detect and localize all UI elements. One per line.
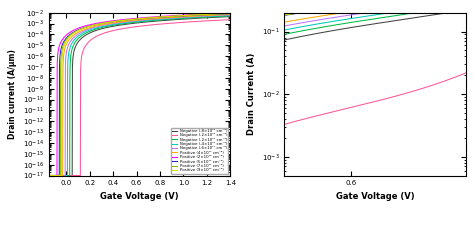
Line: Positive (2×10¹² cm⁻²): Positive (2×10¹² cm⁻²): [49, 13, 230, 175]
Negative (-8×10¹¹ cm⁻²): [46, 174, 52, 177]
Negative (-2×10¹¹ cm⁻²): [156, 19, 162, 21]
Negative (-4×10¹¹ cm⁻²): [162, 18, 167, 20]
Positive (7×10¹¹ cm⁻²): [46, 174, 52, 177]
Negative (-8×10¹¹ cm⁻²): [202, 16, 208, 19]
Negative (-2×10¹² cm⁻²): [183, 21, 189, 23]
Negative (-6×10¹¹ cm⁻²): [151, 18, 157, 20]
Positive (7×10¹¹ cm⁻²): [202, 13, 208, 16]
Negative (-6×10¹¹ cm⁻²): [228, 14, 233, 16]
Negative (-4×10¹¹ cm⁻²): [46, 174, 52, 177]
Negative (-2×10¹¹ cm⁻²): [202, 16, 208, 18]
Positive (9×10¹¹ cm⁻²): [202, 13, 208, 16]
Positive (7×10¹¹ cm⁻²): [183, 14, 189, 17]
Positive (5×10¹¹ cm⁻²): [162, 16, 167, 18]
Positive (9×10¹¹ cm⁻²): [57, 174, 63, 177]
Positive (9×10¹¹ cm⁻²): [162, 15, 167, 18]
Negative (-2×10¹² cm⁻²): [162, 22, 167, 25]
Positive (9×10¹¹ cm⁻²): [151, 16, 157, 19]
Positive (2×10¹² cm⁻²): [162, 15, 167, 18]
Negative (-4×10¹¹ cm⁻²): [156, 18, 162, 21]
Positive (5×10¹¹ cm⁻²): [202, 13, 208, 16]
Positive (2×10¹² cm⁻²): [151, 16, 157, 18]
Negative (-6×10¹¹ cm⁻²): [162, 17, 167, 20]
Negative (-6×10¹¹ cm⁻²): [46, 174, 52, 177]
Positive (2×10¹² cm⁻²): [183, 14, 189, 16]
Negative (-6×10¹¹ cm⁻²): [156, 18, 162, 20]
Positive (9×10¹¹ cm⁻²): [46, 174, 52, 177]
Positive (5×10¹¹ cm⁻²): [151, 16, 157, 19]
Line: Positive (4×10¹¹ cm⁻²): Positive (4×10¹¹ cm⁻²): [49, 14, 230, 176]
Negative (-8×10¹¹ cm⁻²): [156, 20, 162, 22]
Negative (-8×10¹¹ cm⁻²): [228, 15, 233, 18]
Negative (-6×10¹¹ cm⁻²): [183, 16, 189, 18]
X-axis label: Gate Voltage (V): Gate Voltage (V): [336, 192, 414, 201]
Negative (-8×10¹¹ cm⁻²): [162, 19, 167, 22]
Positive (9×10¹¹ cm⁻²): [183, 14, 189, 17]
Negative (-2×10¹¹ cm⁻²): [46, 174, 52, 177]
Negative (-6×10¹¹ cm⁻²): [202, 15, 208, 17]
Line: Positive (5×10¹¹ cm⁻²): Positive (5×10¹¹ cm⁻²): [49, 14, 230, 176]
Positive (7×10¹¹ cm⁻²): [156, 16, 162, 19]
Positive (2×10¹² cm⁻²): [46, 174, 52, 177]
Negative (-4×10¹¹ cm⁻²): [151, 18, 157, 21]
Positive (2×10¹² cm⁻²): [156, 15, 162, 18]
Positive (4×10¹¹ cm⁻²): [202, 14, 208, 17]
Negative (-2×10¹¹ cm⁻²): [162, 18, 167, 21]
Negative (-8×10¹¹ cm⁻²): [151, 20, 157, 22]
Negative (-2×10¹² cm⁻²): [46, 174, 52, 177]
Negative (-2×10¹² cm⁻²): [156, 23, 162, 26]
Negative (-4×10¹¹ cm⁻²): [183, 16, 189, 19]
Positive (7×10¹¹ cm⁻²): [57, 174, 63, 177]
Line: Positive (7×10¹¹ cm⁻²): Positive (7×10¹¹ cm⁻²): [49, 13, 230, 176]
Negative (-2×10¹² cm⁻²): [228, 18, 233, 21]
Positive (5×10¹¹ cm⁻²): [183, 14, 189, 17]
Line: Negative (-2×10¹² cm⁻²): Negative (-2×10¹² cm⁻²): [49, 20, 230, 176]
Positive (4×10¹¹ cm⁻²): [156, 17, 162, 20]
Positive (4×10¹¹ cm⁻²): [151, 17, 157, 20]
Positive (4×10¹¹ cm⁻²): [162, 17, 167, 19]
Positive (4×10¹¹ cm⁻²): [46, 174, 52, 177]
Positive (9×10¹¹ cm⁻²): [156, 16, 162, 18]
Positive (4×10¹¹ cm⁻²): [57, 174, 63, 177]
Positive (2×10¹² cm⁻²): [228, 11, 233, 14]
Line: Negative (-2×10¹¹ cm⁻²): Negative (-2×10¹¹ cm⁻²): [49, 16, 230, 176]
Negative (-2×10¹¹ cm⁻²): [151, 19, 157, 22]
Negative (-2×10¹² cm⁻²): [202, 20, 208, 22]
Positive (5×10¹¹ cm⁻²): [57, 55, 63, 58]
X-axis label: Gate Voltage (V): Gate Voltage (V): [100, 192, 179, 201]
Positive (7×10¹¹ cm⁻²): [151, 16, 157, 19]
Negative (-2×10¹¹ cm⁻²): [57, 174, 63, 177]
Positive (7×10¹¹ cm⁻²): [162, 16, 167, 18]
Negative (-2×10¹² cm⁻²): [151, 23, 157, 26]
Line: Positive (9×10¹¹ cm⁻²): Positive (9×10¹¹ cm⁻²): [49, 13, 230, 176]
Negative (-2×10¹² cm⁻²): [57, 174, 63, 177]
Positive (5×10¹¹ cm⁻²): [46, 174, 52, 177]
Positive (5×10¹¹ cm⁻²): [156, 16, 162, 19]
Line: Negative (-6×10¹¹ cm⁻²): Negative (-6×10¹¹ cm⁻²): [49, 15, 230, 176]
Positive (2×10¹² cm⁻²): [57, 43, 63, 46]
Negative (-4×10¹¹ cm⁻²): [228, 14, 233, 17]
Negative (-4×10¹¹ cm⁻²): [57, 174, 63, 177]
Legend: Negative (-8×10¹¹ cm⁻²), Negative (-2×10¹² cm⁻²), Negative (-2×10¹¹ cm⁻²), Negat: Negative (-8×10¹¹ cm⁻²), Negative (-2×10…: [171, 128, 228, 173]
Negative (-2×10¹¹ cm⁻²): [228, 15, 233, 17]
Positive (2×10¹² cm⁻²): [202, 13, 208, 15]
Y-axis label: Drain current (A/μm): Drain current (A/μm): [9, 49, 18, 139]
Positive (7×10¹¹ cm⁻²): [228, 12, 233, 15]
Positive (4×10¹¹ cm⁻²): [183, 15, 189, 18]
Negative (-8×10¹¹ cm⁻²): [183, 18, 189, 20]
Negative (-2×10¹¹ cm⁻²): [183, 17, 189, 20]
Positive (9×10¹¹ cm⁻²): [228, 12, 233, 15]
Negative (-4×10¹¹ cm⁻²): [202, 15, 208, 18]
Positive (4×10¹¹ cm⁻²): [228, 13, 233, 16]
Y-axis label: Drain Current (A): Drain Current (A): [247, 53, 256, 135]
Positive (5×10¹¹ cm⁻²): [228, 12, 233, 15]
Negative (-8×10¹¹ cm⁻²): [57, 174, 63, 177]
Line: Negative (-4×10¹¹ cm⁻²): Negative (-4×10¹¹ cm⁻²): [49, 15, 230, 176]
Negative (-6×10¹¹ cm⁻²): [57, 174, 63, 177]
Line: Negative (-8×10¹¹ cm⁻²): Negative (-8×10¹¹ cm⁻²): [49, 17, 230, 176]
